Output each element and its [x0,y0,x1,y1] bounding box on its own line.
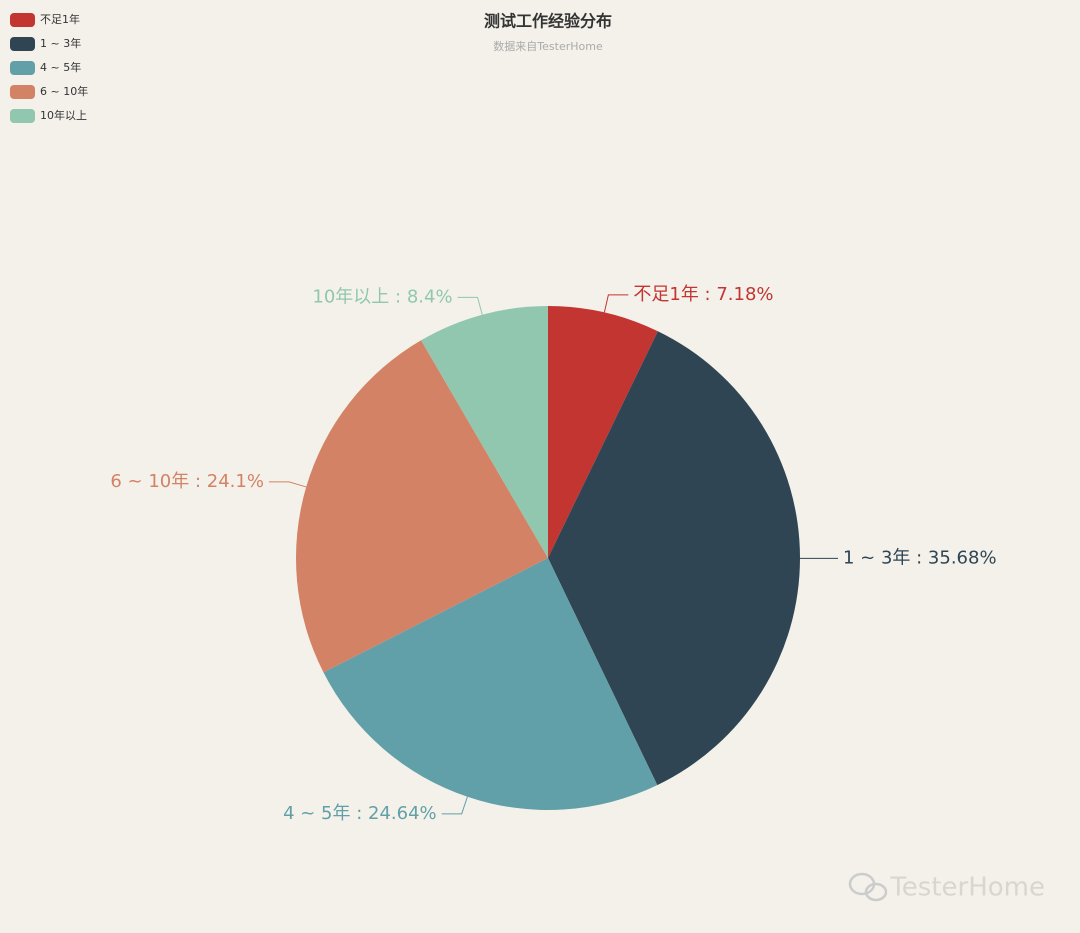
legend-swatch[interactable] [10,61,35,75]
legend-swatch[interactable] [10,85,35,99]
pie-slice [296,340,548,673]
legend-swatch[interactable] [10,37,35,51]
legend-label[interactable]: 4 ~ 5年 [40,60,81,74]
watermark: TesterHome [848,873,1045,903]
pie-slice [323,558,658,810]
label-line [457,296,483,315]
watermark-icon [864,882,888,902]
legend-swatch[interactable] [10,109,35,123]
legend-label[interactable]: 10年以上 [40,108,87,122]
chart-title: 测试工作经验分布 [484,12,612,31]
label-line [603,294,629,313]
label-line [441,796,468,815]
chart-subtitle: 数据来自TesterHome [493,39,603,53]
legend-label[interactable]: 不足1年 [40,12,80,26]
data-label: 4 ~ 5年 : 24.64% [283,803,437,824]
pie-slice [421,306,548,558]
data-label: 6 ~ 10年 : 24.1% [110,471,264,492]
pie-slice [548,331,801,786]
legend-label[interactable]: 6 ~ 10年 [40,84,88,98]
pie-slice [548,306,658,558]
data-label: 1 ~ 3年 : 35.68% [843,547,997,568]
legend-swatch[interactable] [10,13,35,27]
legend-label[interactable]: 1 ~ 3年 [40,36,81,50]
data-label: 10年以上 : 8.4% [312,286,452,307]
label-line [268,481,307,488]
data-label: 不足1年 : 7.18% [633,284,773,305]
watermark-text: TesterHome [889,873,1045,903]
